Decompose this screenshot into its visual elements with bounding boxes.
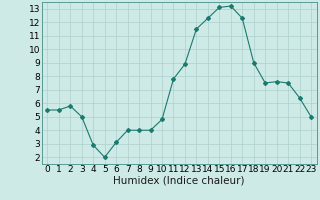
X-axis label: Humidex (Indice chaleur): Humidex (Indice chaleur)	[114, 176, 245, 186]
